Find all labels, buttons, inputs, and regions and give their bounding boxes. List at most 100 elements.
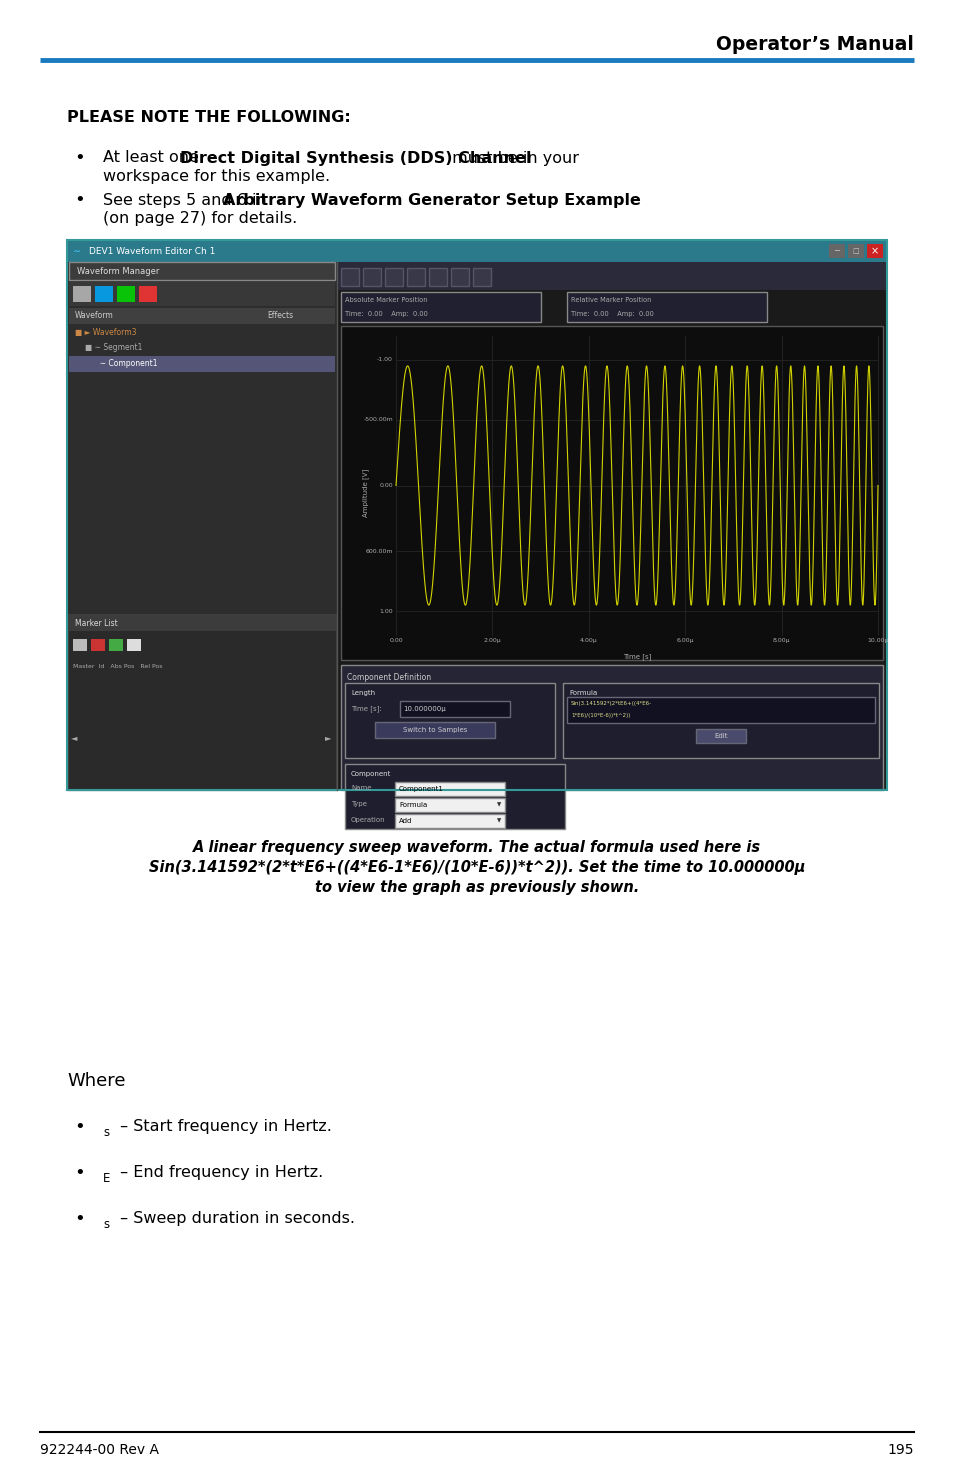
Text: ◄: ◄: [71, 733, 77, 742]
Text: 6.00μ: 6.00μ: [676, 639, 693, 643]
Bar: [67, 240, 886, 791]
Bar: [69, 355, 335, 372]
Text: 600.00m: 600.00m: [365, 549, 393, 553]
Bar: [451, 268, 469, 286]
Bar: [69, 263, 335, 280]
Bar: [340, 268, 358, 286]
Text: Name: Name: [351, 785, 371, 791]
Text: Relative Marker Position: Relative Marker Position: [571, 296, 651, 302]
Text: ▼: ▼: [497, 802, 500, 807]
Bar: [562, 683, 878, 758]
Text: Component: Component: [351, 771, 391, 777]
Text: Arbitrary Waveform Generator Setup Example: Arbitrary Waveform Generator Setup Examp…: [223, 193, 640, 208]
Bar: [375, 721, 495, 738]
Bar: [69, 308, 335, 324]
Text: Component1: Component1: [398, 786, 443, 792]
Bar: [67, 730, 336, 746]
Bar: [73, 639, 87, 650]
Text: – Start frequency in Hertz.: – Start frequency in Hertz.: [115, 1120, 332, 1134]
Text: Where: Where: [67, 1072, 126, 1090]
Bar: [345, 683, 555, 758]
Text: ▼: ▼: [497, 819, 500, 823]
Text: Component Definition: Component Definition: [347, 673, 431, 681]
Text: ►: ►: [324, 733, 331, 742]
Bar: [340, 326, 882, 659]
Text: s: s: [103, 1217, 109, 1230]
Text: Time [s]: Time [s]: [622, 653, 651, 659]
Text: s: s: [103, 1125, 109, 1139]
Bar: [67, 240, 886, 791]
Text: – End frequency in Hertz.: – End frequency in Hertz.: [115, 1165, 323, 1180]
Bar: [345, 764, 564, 829]
Text: 10.000000μ: 10.000000μ: [402, 707, 445, 712]
Text: Formula: Formula: [568, 690, 597, 696]
Text: Time [s]:: Time [s]:: [351, 705, 381, 712]
Bar: [340, 665, 882, 791]
Bar: [157, 732, 247, 743]
Text: □: □: [852, 248, 859, 254]
Text: ∼: ∼: [73, 246, 81, 257]
Text: -1.00: -1.00: [376, 357, 393, 363]
Text: E: E: [103, 1171, 111, 1184]
Bar: [566, 698, 874, 723]
Text: 1*E6)/(10*E-6))*t^2)): 1*E6)/(10*E-6))*t^2)): [571, 712, 630, 717]
Bar: [696, 729, 745, 743]
Text: – Sweep duration in seconds.: – Sweep duration in seconds.: [115, 1211, 355, 1227]
Bar: [109, 639, 123, 650]
Text: workspace for this example.: workspace for this example.: [103, 170, 330, 184]
Text: to view the graph as previously shown.: to view the graph as previously shown.: [314, 881, 639, 895]
Bar: [429, 268, 447, 286]
Bar: [127, 639, 141, 650]
Text: •: •: [74, 1210, 85, 1229]
Text: −: −: [833, 246, 840, 255]
Bar: [340, 292, 540, 322]
Bar: [363, 268, 380, 286]
Text: PLEASE NOTE THE FOLLOWING:: PLEASE NOTE THE FOLLOWING:: [67, 111, 351, 125]
Text: Sin(3.141592*(2*tE6+((4*E6-: Sin(3.141592*(2*tE6+((4*E6-: [571, 701, 652, 705]
Text: (on page 27) for details.: (on page 27) for details.: [103, 211, 297, 227]
Text: Edit: Edit: [714, 733, 727, 739]
Bar: [67, 263, 336, 791]
Bar: [395, 814, 504, 827]
Bar: [67, 615, 336, 791]
Bar: [473, 268, 491, 286]
Text: Time:  0.00    Amp:  0.00: Time: 0.00 Amp: 0.00: [571, 311, 653, 317]
Text: ■ ∼ Segment1: ■ ∼ Segment1: [85, 344, 142, 353]
Bar: [828, 243, 844, 258]
Bar: [69, 282, 335, 305]
Text: must be in your: must be in your: [447, 150, 578, 165]
Text: See steps 5 and 6 in: See steps 5 and 6 in: [103, 193, 272, 208]
Text: Formula: Formula: [398, 802, 427, 808]
Text: 10.00μ: 10.00μ: [866, 639, 888, 643]
Bar: [67, 615, 336, 631]
Text: Switch to Samples: Switch to Samples: [402, 727, 467, 733]
Text: Direct Digital Synthesis (DDS) Channel: Direct Digital Synthesis (DDS) Channel: [180, 150, 531, 165]
Text: Master  Id   Abs Pos   Rel Pos: Master Id Abs Pos Rel Pos: [73, 665, 162, 670]
Bar: [385, 268, 402, 286]
Bar: [399, 701, 510, 717]
Text: 2.00μ: 2.00μ: [483, 639, 500, 643]
Text: ■ ► Waveform3: ■ ► Waveform3: [75, 327, 136, 336]
Bar: [336, 263, 886, 791]
Text: ×: ×: [870, 246, 878, 257]
Text: Marker List: Marker List: [75, 618, 117, 627]
Bar: [395, 798, 504, 813]
Text: 4.00μ: 4.00μ: [579, 639, 597, 643]
Text: Time:  0.00    Amp:  0.00: Time: 0.00 Amp: 0.00: [345, 311, 428, 317]
Bar: [566, 292, 766, 322]
Bar: [73, 286, 91, 302]
Text: Sin(3.141592*(2*t*E6+((4*E6-1*E6)/(10*E-6))*t^2)). Set the time to 10.000000μ: Sin(3.141592*(2*t*E6+((4*E6-1*E6)/(10*E-…: [149, 860, 804, 875]
Text: Absolute Marker Position: Absolute Marker Position: [345, 296, 427, 302]
Text: -500.00m: -500.00m: [363, 417, 393, 422]
Text: Operation: Operation: [351, 817, 385, 823]
Text: ∼ Component1: ∼ Component1: [95, 360, 157, 369]
Text: Amplitude [V]: Amplitude [V]: [362, 469, 369, 518]
Text: 922244-00 Rev A: 922244-00 Rev A: [40, 1443, 159, 1457]
Bar: [117, 286, 135, 302]
Text: 8.00μ: 8.00μ: [772, 639, 790, 643]
Text: Type: Type: [351, 801, 367, 807]
Text: DEV1 Waveform Editor Ch 1: DEV1 Waveform Editor Ch 1: [89, 246, 215, 255]
Bar: [67, 240, 886, 263]
Bar: [407, 268, 424, 286]
Text: 195: 195: [886, 1443, 913, 1457]
